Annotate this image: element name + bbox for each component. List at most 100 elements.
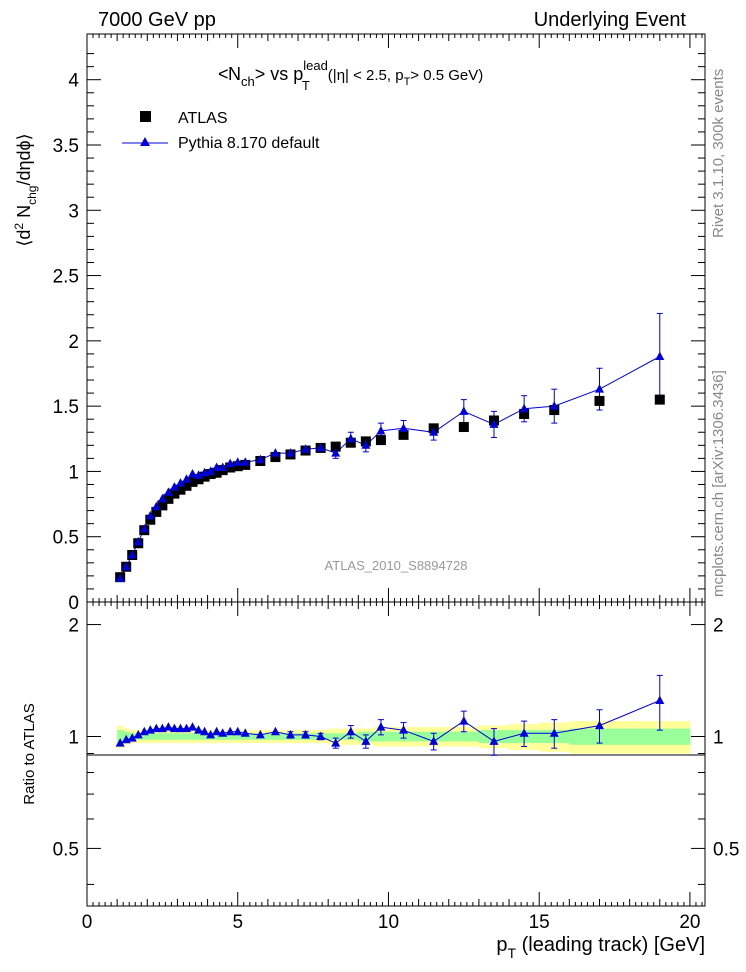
atlas-point	[375, 435, 386, 446]
ratio-point	[194, 725, 204, 734]
ratio-y-tick-label: 2	[68, 616, 79, 637]
ratio-band-inner	[117, 730, 124, 744]
ylabel-sub: chg	[25, 186, 39, 205]
y-tick-label: 1.5	[53, 397, 79, 418]
pythia-point	[655, 351, 665, 361]
title-sub-t: T	[302, 78, 310, 93]
pythia-point	[225, 458, 235, 468]
ratio-band-inner	[159, 733, 166, 740]
pythia-point	[181, 474, 191, 483]
ratio-y-tick-label: 1	[68, 727, 79, 748]
ylabel-a: ⟨d	[14, 230, 34, 247]
ratio-band-inner	[165, 733, 172, 740]
ratio-point	[594, 720, 604, 730]
pythia-point	[240, 457, 250, 466]
ratio-ylabel: Ratio to ATLAS	[21, 703, 38, 804]
ylabel-rest: /dηdϕ⟩	[14, 133, 34, 185]
ratio-point	[301, 729, 311, 739]
pythia-point	[194, 470, 204, 479]
atlas-point	[549, 405, 560, 416]
ylabel-sup: 2	[12, 223, 26, 230]
pythia-point	[145, 510, 155, 520]
ratio-band-inner	[147, 733, 154, 740]
atlas-point	[169, 488, 180, 499]
atlas-point	[187, 476, 198, 487]
ratio-point	[489, 736, 499, 745]
rivet-label: Rivet 3.1.10, 300k events	[710, 69, 727, 238]
ratio-band-inner	[153, 733, 160, 740]
ratio-point	[519, 728, 529, 737]
legend-pythia-label: Pythia 8.170 default	[178, 135, 320, 152]
atlas-point	[594, 395, 605, 406]
analysis-label: ATLAS_2010_S8894728	[325, 558, 468, 573]
ratio-point	[175, 723, 185, 733]
ratio-point	[206, 729, 216, 739]
ratio-band-inner	[183, 733, 190, 740]
ratio-band-inner	[373, 731, 389, 742]
ratio-band-inner	[328, 733, 344, 740]
ratio-band-inner	[234, 733, 242, 740]
ratio-band-inner	[267, 733, 284, 740]
title-cut1: (|η| < 2.5, p	[328, 67, 404, 84]
ratio-point	[115, 738, 125, 747]
title-n: N	[228, 64, 241, 84]
ratio-point	[346, 726, 356, 736]
pythia-point	[212, 462, 222, 472]
atlas-point	[151, 506, 162, 517]
ratio-point	[270, 726, 280, 736]
pythia-point	[429, 427, 439, 436]
pythia-point	[549, 401, 559, 410]
atlas-point	[193, 474, 204, 485]
ratio-band-inner	[448, 731, 480, 742]
xlabel-rest: (leading track) [GeV]	[516, 934, 705, 956]
atlas-point	[458, 422, 469, 433]
pythia-point	[233, 457, 243, 466]
pythia-point	[489, 419, 499, 428]
pythia-point	[594, 384, 604, 393]
ratio-point	[459, 716, 469, 725]
x-tick-label: 5	[232, 912, 243, 933]
ratio-point	[255, 729, 265, 739]
pythia-point	[346, 433, 356, 443]
atlas-point	[654, 394, 665, 405]
ratio-point	[169, 723, 179, 733]
ratio-band-inner	[213, 733, 221, 740]
ratio-plot-frame	[86, 601, 706, 907]
atlas-point	[181, 480, 192, 491]
title-sup-lead: lead	[303, 58, 328, 73]
header-left: 7000 GeV pp	[98, 9, 216, 31]
atlas-point	[398, 429, 409, 440]
ratio-band-inner	[189, 733, 197, 740]
ratio-y-tick-labels-right: 0.5 1 2	[713, 616, 739, 861]
plot-title: Nch> vs plead T(|η| < 2.5, pT> 0.5 GeV)	[228, 58, 483, 93]
legend-atlas-marker	[140, 111, 151, 122]
ratio-point	[188, 722, 198, 731]
pythia-point	[399, 423, 409, 432]
pythia-point	[127, 549, 137, 559]
y-tick-label: 2.5	[53, 267, 79, 288]
ratio-point	[163, 722, 173, 731]
title-bracket: <	[218, 64, 229, 84]
ratio-point	[133, 729, 143, 739]
pythia-point	[163, 487, 173, 496]
ratio-point	[549, 728, 559, 737]
pythia-point	[316, 442, 326, 452]
atlas-point	[270, 452, 281, 463]
y-tick-label: 0	[68, 593, 79, 614]
atlas-point	[199, 471, 210, 482]
pythia-line	[119, 356, 661, 579]
x-tick-label: 0	[82, 912, 93, 933]
main-plot-ticks	[86, 34, 705, 603]
main-plot-y-tick-labels: 0 0.5 1 1.5 2 2.5 3 3.5 4	[53, 71, 80, 614]
ratio-point	[331, 738, 341, 747]
y-tick-label: 0.5	[53, 528, 79, 549]
legend-atlas-label: ATLAS	[178, 110, 228, 127]
atlas-point	[163, 493, 174, 504]
ylabel-n: N	[14, 205, 34, 223]
main-plot-data	[115, 312, 665, 583]
ratio-band-inner	[195, 733, 203, 740]
ratio-band-inner	[629, 728, 691, 745]
ratio-y-tick-labels: 0.5 1 2	[53, 616, 79, 861]
atlas-point	[345, 437, 356, 448]
ratio-point	[233, 726, 243, 736]
